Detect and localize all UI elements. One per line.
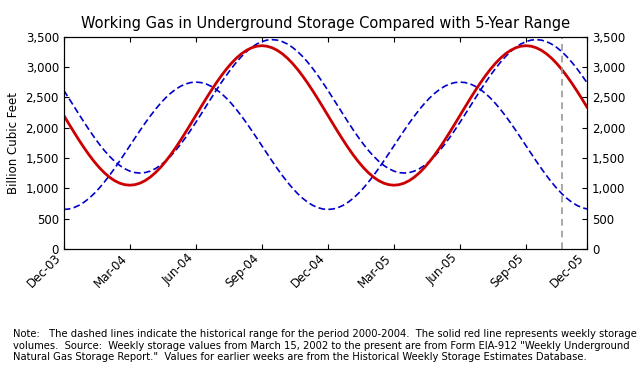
Title: Working Gas in Underground Storage Compared with 5-Year Range: Working Gas in Underground Storage Compa…: [81, 16, 570, 31]
Y-axis label: Billion Cubic Feet: Billion Cubic Feet: [7, 92, 20, 194]
Text: Note:   The dashed lines indicate the historical range for the period 2000-2004.: Note: The dashed lines indicate the hist…: [13, 329, 637, 362]
